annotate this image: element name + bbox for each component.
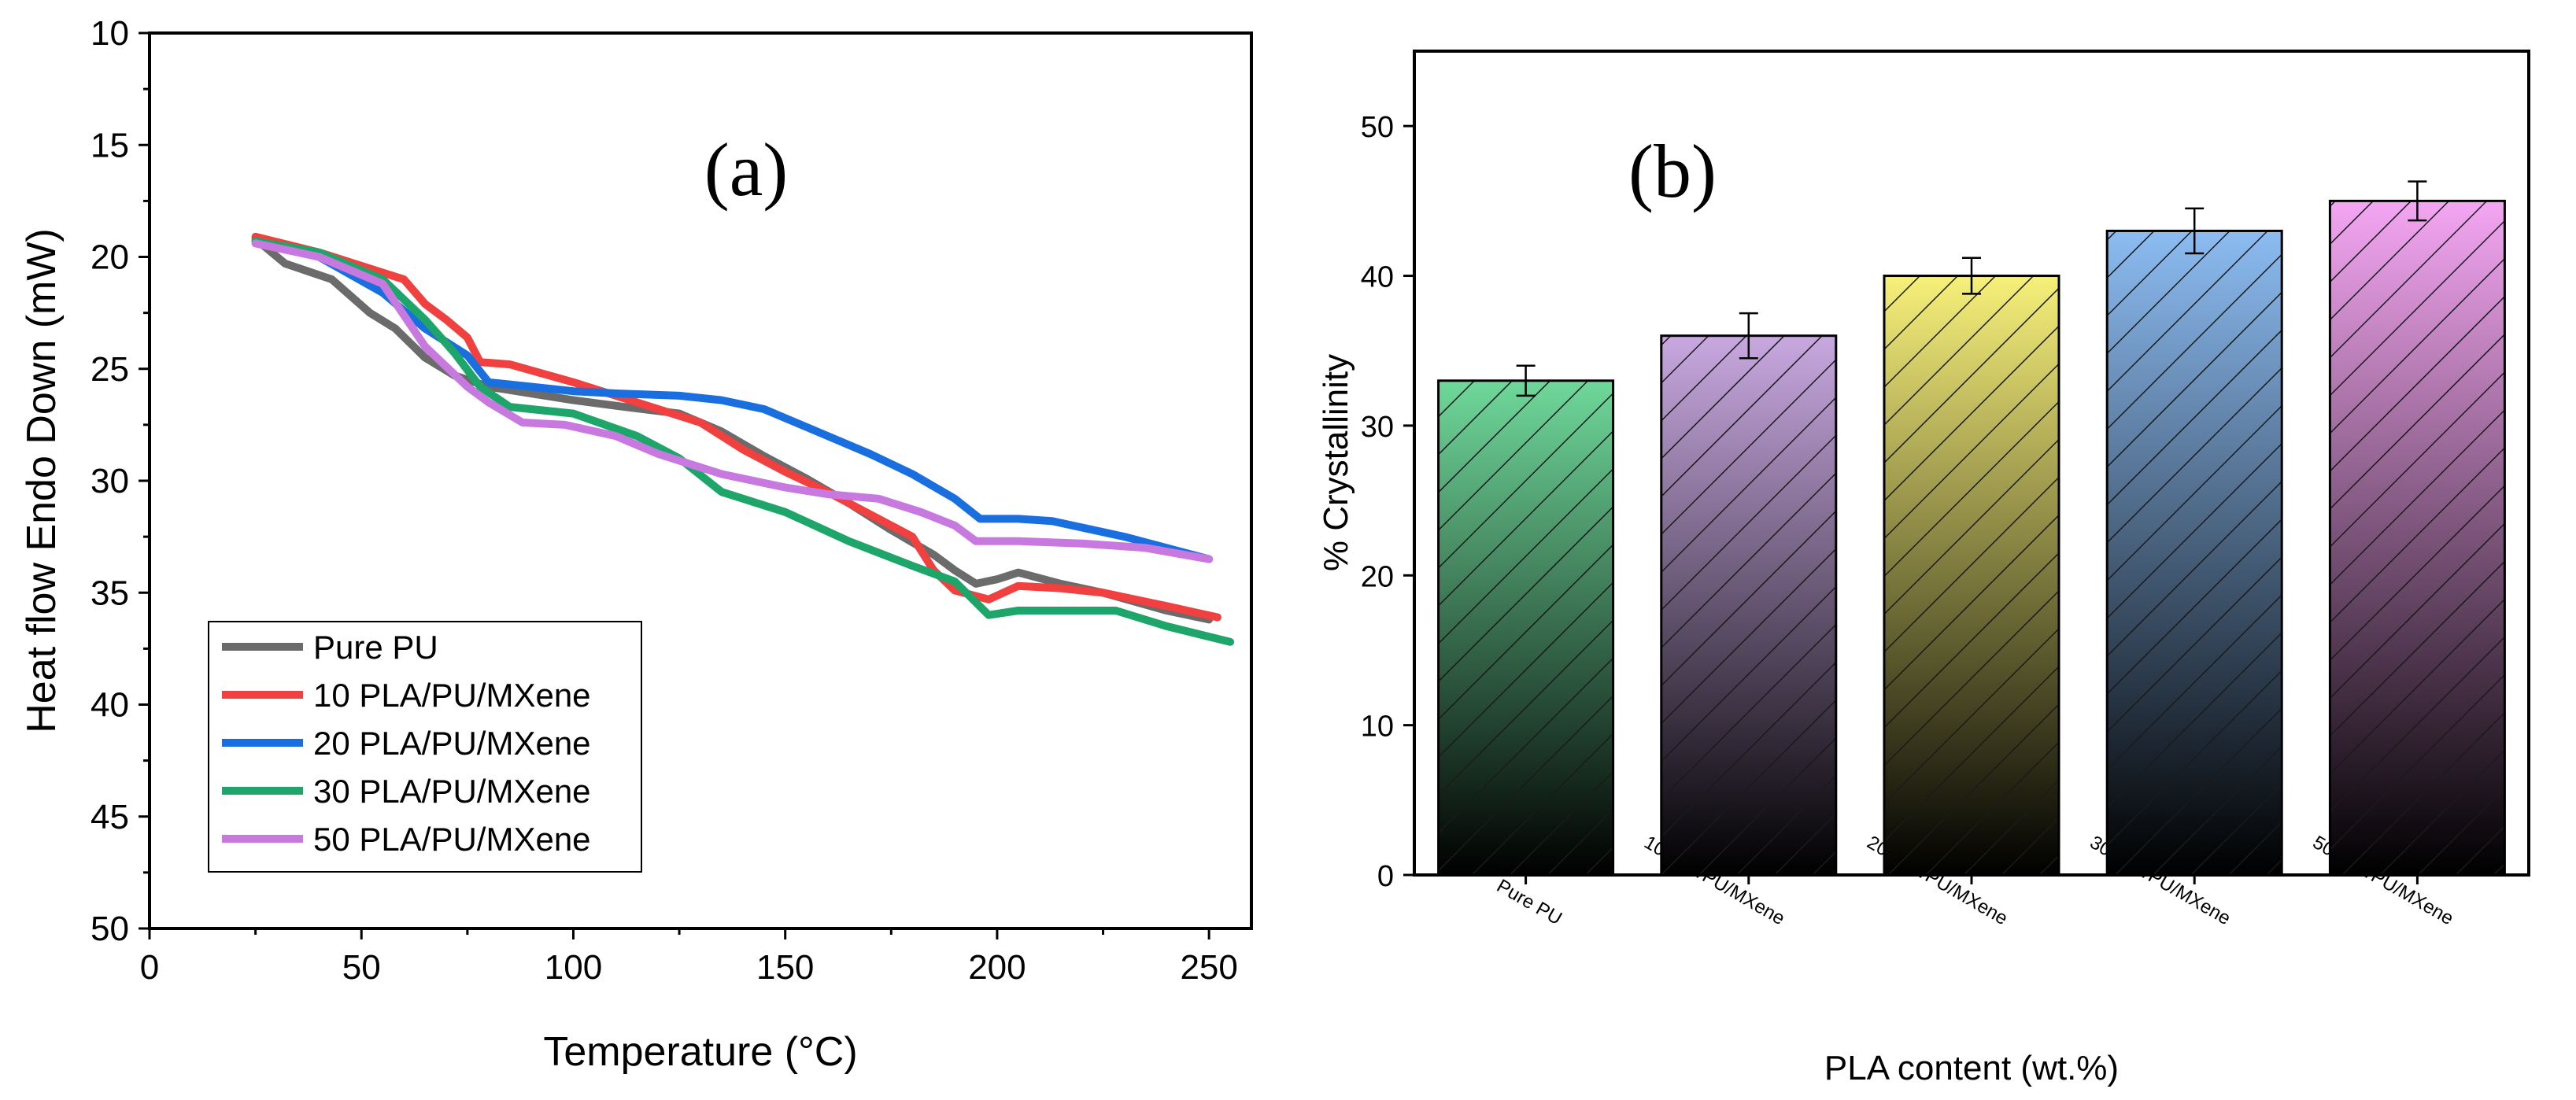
legend-label-30-pla-pu-mxene: 30 PLA/PU/MXene xyxy=(313,773,591,810)
y-tick-label: 10 xyxy=(1361,711,1394,744)
x-tick-label: 250 xyxy=(1180,948,1237,987)
y-tick-label: 40 xyxy=(1361,261,1394,294)
panel-a-axes: 0 50 100 150 200 250 10 15 20 25 30 35 40 45 50 xyxy=(91,14,1238,987)
series-line-20-pla-pu-mxene xyxy=(251,237,1214,563)
y-tick-label: 50 xyxy=(1361,111,1394,144)
legend-label-50-pla-pu-mxene: 50 PLA/PU/MXene xyxy=(313,821,591,858)
panel-a-label: (a) xyxy=(704,127,789,212)
y-tick-label: 40 xyxy=(91,686,129,725)
panel-b-label: (b) xyxy=(1628,129,1717,213)
panel-a-y-axis-label: Heat flow Endo Down (mW) xyxy=(19,228,65,733)
bar-hatch-pure-pu xyxy=(1437,379,1615,877)
panel-a-series xyxy=(251,232,1235,646)
legend-label-pure-pu: Pure PU xyxy=(313,629,438,666)
y-tick-label: 45 xyxy=(91,798,129,836)
x-tick-label-pure-pu: Pure PU xyxy=(1493,875,1565,929)
y-tick-label: 20 xyxy=(1361,560,1394,593)
panel-b-y-axis-label: % Crystallinity xyxy=(1317,354,1355,571)
y-tick-label: 15 xyxy=(91,126,129,164)
panel-b-bars xyxy=(1437,180,2506,877)
legend-label-20-pla-pu-mxene: 20 PLA/PU/MXene xyxy=(313,725,591,762)
y-tick-label: 30 xyxy=(1361,411,1394,444)
y-tick-label: 10 xyxy=(91,14,129,53)
series-line-30-pla-pu-mxene xyxy=(251,237,1235,646)
bar-hatch-50-pla-pu-mxene xyxy=(2328,199,2506,877)
y-tick-label: 25 xyxy=(91,350,129,389)
x-tick-label: 100 xyxy=(545,948,602,987)
series-line-50-pla-pu-mxene xyxy=(251,239,1214,563)
x-tick-label: 50 xyxy=(342,948,381,987)
panel-a-legend: Pure PU 10 PLA/PU/MXene 20 PLA/PU/MXene 30 … xyxy=(208,621,642,873)
bar-hatch-20-pla-pu-mxene xyxy=(1883,275,2060,877)
panel-a-line-chart: 0 50 100 150 200 250 10 15 20 25 30 35 40 45 50 (a) Te… xyxy=(19,14,1253,1075)
x-tick-label: 0 xyxy=(140,948,159,987)
x-tick-label: 150 xyxy=(756,948,814,987)
bar-hatch-30-pla-pu-mxene xyxy=(2105,229,2283,877)
x-tick-label: 200 xyxy=(968,948,1026,987)
y-tick-label: 35 xyxy=(91,574,129,612)
series-line-pure-pu xyxy=(251,234,1214,624)
legend-label-10-pla-pu-mxene: 10 PLA/PU/MXene xyxy=(313,677,591,714)
y-tick-label: 0 xyxy=(1377,860,1394,893)
y-tick-label: 50 xyxy=(91,910,129,948)
series-line-10-pla-pu-mxene xyxy=(251,232,1221,622)
y-tick-label: 30 xyxy=(91,462,129,500)
panel-a-x-axis-label: Temperature (°C) xyxy=(543,1029,857,1075)
panel-b-x-axis-label: PLA content (wt.%) xyxy=(1824,1049,2119,1087)
bar-hatch-10-pla-pu-mxene xyxy=(1660,334,1838,877)
y-tick-label: 20 xyxy=(91,238,129,277)
